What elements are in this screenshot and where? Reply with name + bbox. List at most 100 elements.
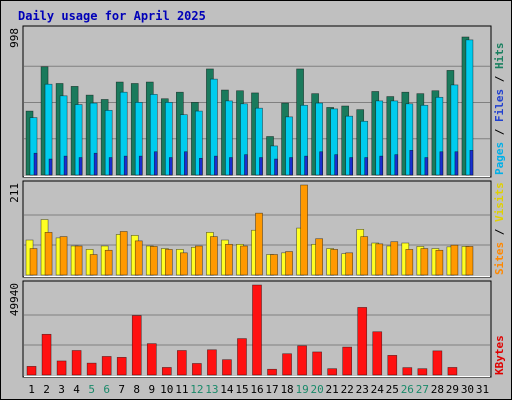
chart-title: Daily usage for April 2025 [18, 9, 206, 23]
x-tick-label: 27 [416, 383, 429, 396]
panel-hits-files-pages: 998 Pages / Files / Hits [8, 25, 506, 178]
bar-pages-day-3 [63, 155, 68, 176]
bar-files-day-5 [89, 102, 98, 176]
bar-pages-day-6 [108, 157, 113, 176]
bar-files-day-16 [255, 107, 263, 176]
bar-files-day-27 [420, 104, 429, 176]
x-tick-label: 22 [341, 383, 354, 396]
bar-pages-day-11 [184, 151, 188, 176]
bar-pages-day-22 [349, 157, 354, 176]
legend-part: Files [493, 89, 506, 122]
bar-sites-day-23 [360, 236, 369, 276]
bar-kbytes-day-17 [267, 368, 277, 376]
x-tick-label: 28 [431, 383, 444, 396]
bar-pages-day-27 [424, 157, 429, 176]
bar-kbytes-day-21 [327, 368, 337, 376]
legend-part: / [493, 222, 506, 242]
bar-pages-day-10 [168, 157, 173, 176]
x-tick-label: 11 [175, 383, 188, 396]
x-tick-label: 1 [28, 383, 35, 396]
x-tick-label: 6 [103, 383, 110, 396]
bar-sites-day-20 [315, 238, 323, 276]
bar-pages-day-26 [409, 150, 414, 176]
series-pages [33, 150, 474, 176]
bar-kbytes-day-23 [357, 307, 368, 376]
bar-kbytes-day-16 [252, 284, 262, 376]
bar-kbytes-day-26 [402, 367, 413, 376]
bar-sites-day-29 [450, 244, 459, 276]
x-tick-label: 7 [118, 383, 125, 396]
bar-sites-day-22 [345, 252, 354, 276]
bar-pages-day-20 [319, 151, 323, 176]
bar-kbytes-day-29 [447, 367, 458, 376]
bar-kbytes-day-6 [101, 356, 112, 376]
bar-pages-day-24 [379, 155, 384, 176]
bar-files-day-25 [390, 100, 399, 176]
legend-part: Sites [493, 242, 506, 275]
bar-files-day-18 [285, 116, 293, 176]
chart-panels: 998 Pages / Files / Hits 211 Sites / Visits… [8, 25, 506, 378]
legend-part: KBytes [493, 335, 506, 375]
bar-sites-day-10 [164, 249, 173, 276]
bar-kbytes-day-2 [41, 333, 52, 376]
bar-files-day-29 [450, 84, 459, 176]
x-tick-label: 10 [160, 383, 173, 396]
bar-kbytes-day-25 [387, 355, 398, 376]
x-tick-label: 21 [326, 383, 339, 396]
x-tick-label: 16 [250, 383, 263, 396]
bar-sites-day-25 [390, 241, 399, 276]
bar-files-day-7 [119, 91, 128, 176]
panel-kbytes: 49940 KBytes [8, 280, 506, 378]
panel-max-label: 211 [8, 183, 21, 203]
bar-pages-day-30 [469, 150, 474, 176]
bar-sites-day-17 [270, 254, 278, 276]
series-sites [29, 184, 474, 276]
x-tick-label: 24 [371, 383, 385, 396]
bar-sites-day-30 [465, 246, 474, 276]
bar-kbytes-day-3 [56, 360, 67, 376]
bar-sites-day-19 [300, 184, 308, 276]
x-tick-label: 15 [235, 383, 248, 396]
bar-kbytes-day-15 [237, 338, 247, 376]
bar-files-day-13 [210, 78, 218, 176]
legend-part: Pages [493, 142, 506, 175]
bar-sites-day-3 [59, 236, 68, 276]
series-files [29, 39, 474, 176]
bar-sites-day-21 [330, 249, 338, 276]
bar-kbytes-day-24 [372, 331, 383, 376]
bar-sites-day-18 [285, 251, 293, 276]
bar-pages-day-16 [259, 157, 263, 176]
bar-files-day-26 [405, 103, 414, 176]
bar-sites-day-28 [435, 249, 444, 276]
bar-files-day-19 [300, 104, 308, 176]
bar-pages-day-19 [304, 155, 308, 176]
bar-pages-day-8 [138, 155, 143, 176]
bar-files-day-24 [375, 100, 384, 176]
bar-files-day-3 [59, 95, 68, 176]
x-tick-label: 29 [446, 383, 459, 396]
bar-kbytes-day-19 [297, 345, 307, 376]
bar-kbytes-day-13 [207, 349, 217, 376]
bar-kbytes-day-12 [192, 363, 202, 376]
x-tick-label: 31 [476, 383, 489, 396]
x-tick-label: 25 [386, 383, 399, 396]
bar-sites-day-15 [240, 245, 248, 276]
bar-files-day-28 [435, 96, 444, 176]
bar-sites-day-2 [44, 232, 53, 276]
bar-files-day-11 [180, 114, 188, 176]
bar-pages-day-21 [334, 154, 338, 176]
bar-kbytes-day-9 [146, 343, 157, 376]
bar-kbytes-day-1 [26, 366, 37, 376]
bar-kbytes-day-20 [312, 351, 322, 376]
bar-files-day-23 [360, 120, 369, 176]
bar-sites-day-24 [375, 243, 384, 276]
bar-sites-day-27 [420, 248, 429, 276]
legend-part: / [493, 69, 506, 89]
x-tick-label: 4 [73, 383, 80, 396]
bar-pages-day-25 [394, 154, 399, 176]
bar-pages-day-13 [214, 155, 218, 176]
bar-kbytes-day-28 [432, 350, 443, 376]
bar-files-day-20 [315, 102, 323, 176]
bar-kbytes-day-22 [342, 346, 353, 376]
